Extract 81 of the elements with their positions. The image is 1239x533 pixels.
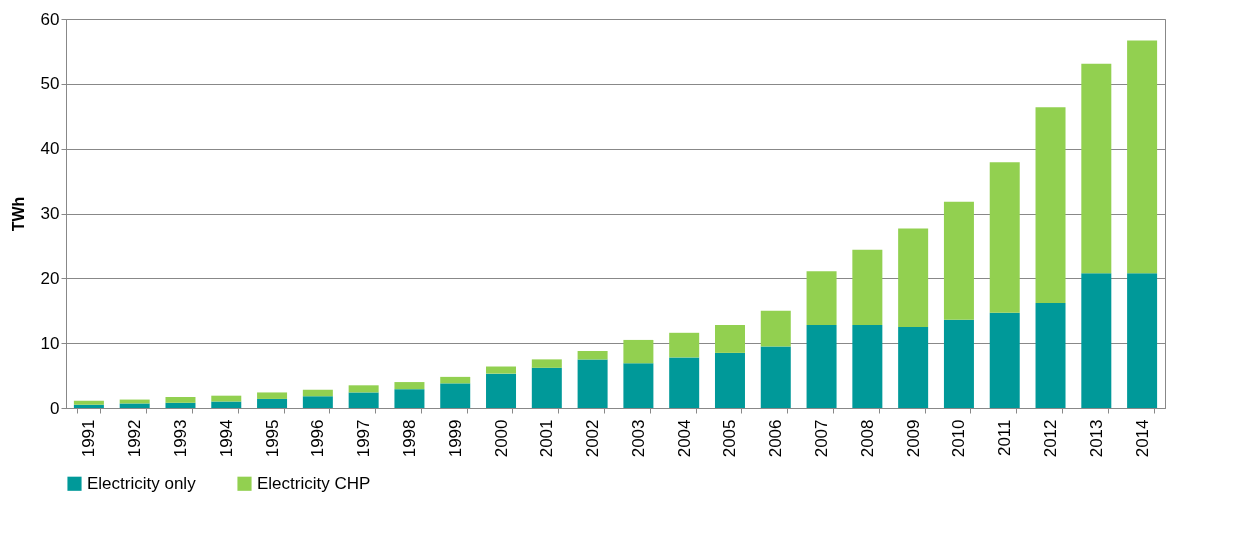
bar [486, 366, 517, 374]
x-tick-label: 1993 [170, 419, 190, 458]
bar [73, 404, 104, 408]
y-tick-label: 60 [40, 9, 60, 29]
x-tick-label: 2004 [674, 419, 694, 458]
x-tick-label: 2003 [628, 419, 648, 458]
x-tick-label: 2012 [1041, 419, 1061, 458]
x-tick-label: 1996 [308, 419, 328, 458]
bar [898, 326, 929, 408]
legend-label: Electricity only [87, 473, 197, 493]
bar [302, 396, 333, 408]
bar [1035, 107, 1066, 303]
bar [394, 382, 425, 390]
bar [898, 228, 929, 327]
bar [165, 396, 196, 403]
bar [989, 312, 1020, 408]
x-tick-label: 2014 [1132, 419, 1152, 458]
bar [348, 392, 379, 408]
bar [943, 201, 974, 320]
bar [531, 359, 562, 368]
legend-label: Electricity CHP [257, 473, 371, 493]
x-tick-label: 2008 [857, 419, 877, 458]
x-tick-label: 1994 [216, 419, 236, 458]
bar [852, 249, 883, 326]
bar [669, 332, 700, 358]
x-tick-label: 2002 [583, 419, 603, 458]
bar [302, 389, 333, 397]
bar [394, 389, 425, 408]
bar [806, 271, 837, 326]
bar [623, 363, 654, 408]
bar [669, 357, 700, 408]
bar [531, 367, 562, 408]
bar [440, 383, 471, 408]
x-tick-label: 2006 [766, 419, 786, 458]
x-tick-label: 2013 [1086, 419, 1106, 458]
bar [1081, 273, 1112, 408]
bar [165, 402, 196, 408]
y-axis-title: TWh [9, 196, 27, 232]
bar [1035, 302, 1066, 408]
bar [623, 339, 654, 364]
bar [806, 325, 837, 408]
bar [211, 395, 242, 402]
x-tick-label: 2010 [949, 419, 969, 458]
bar [760, 310, 791, 347]
x-tick-label: 1999 [445, 419, 465, 458]
x-tick-label: 2001 [537, 419, 557, 458]
x-tick-label: 2005 [720, 419, 740, 458]
y-tick-label: 50 [40, 74, 60, 94]
x-tick-label: 2000 [491, 419, 511, 458]
y-tick-label: 40 [40, 139, 60, 159]
bar [211, 401, 242, 408]
bar [119, 403, 150, 408]
bar [1127, 40, 1158, 274]
x-tick-label: 1998 [399, 419, 419, 458]
bar [714, 325, 745, 353]
bar [989, 162, 1020, 313]
x-tick-label: 1991 [79, 419, 99, 458]
x-tick-label: 1992 [125, 419, 145, 458]
bar [1127, 273, 1158, 408]
x-tick-label: 2007 [812, 419, 832, 458]
bar [760, 346, 791, 408]
bar [73, 400, 104, 405]
bar [852, 325, 883, 408]
bar [1081, 63, 1112, 274]
y-tick-label: 30 [40, 204, 60, 223]
y-tick-label: 10 [40, 333, 60, 353]
x-tick-label: 2009 [903, 419, 923, 458]
y-tick-label: 20 [40, 268, 60, 288]
bar [257, 398, 288, 408]
x-tick-label: 2011 [995, 419, 1015, 457]
bar [348, 385, 379, 393]
bar [257, 392, 288, 399]
x-tick-label: 1997 [354, 419, 374, 458]
bar [577, 359, 608, 408]
bar [486, 373, 517, 408]
y-tick-label: 0 [50, 398, 60, 418]
bar [714, 352, 745, 408]
bar [577, 350, 608, 360]
bar [943, 319, 974, 408]
x-tick-label: 1995 [262, 419, 282, 458]
bar [440, 376, 471, 384]
